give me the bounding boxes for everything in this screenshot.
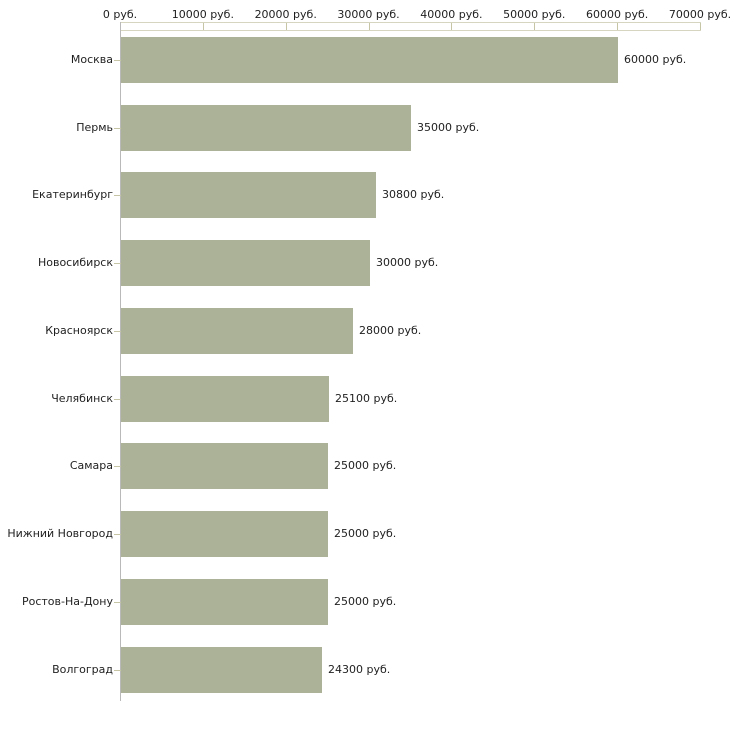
plot-top-border	[120, 30, 701, 31]
x-axis-tick	[202, 22, 204, 31]
category-label: Челябинск	[51, 391, 113, 405]
bar	[121, 443, 328, 490]
value-label: 28000 руб.	[359, 323, 422, 337]
x-axis-tick	[451, 22, 453, 31]
bar	[121, 172, 376, 219]
x-axis-tick	[368, 22, 370, 31]
value-label: 25000 руб.	[334, 527, 397, 541]
value-label: 25000 руб.	[334, 594, 397, 608]
category-tick	[114, 330, 122, 332]
category-tick	[114, 534, 122, 536]
value-label: 60000 руб.	[624, 53, 687, 66]
category-label: Пермь	[76, 120, 113, 134]
value-label: 25100 руб.	[335, 391, 398, 405]
x-axis-tick	[285, 22, 287, 31]
category-label: Нижний Новгород	[7, 527, 113, 541]
value-label: 24300 руб.	[328, 662, 391, 676]
bar	[121, 37, 618, 83]
x-axis-tick-label: 0 руб.	[102, 8, 138, 21]
x-axis-tick-label: 10000 руб.	[171, 8, 234, 21]
value-label: 30800 руб.	[382, 188, 445, 202]
category-tick	[114, 195, 122, 197]
category-label: Волгоград	[52, 662, 113, 676]
category-label: Екатеринбург	[32, 188, 113, 202]
bar	[121, 104, 411, 151]
category-label: Новосибирск	[37, 256, 113, 270]
x-axis-tick-label: 50000 руб.	[503, 8, 566, 21]
value-label: 35000 руб.	[417, 120, 480, 134]
category-tick	[114, 466, 122, 468]
bar	[121, 240, 370, 287]
category-label: Самара	[69, 459, 113, 473]
category-label: Москва	[70, 53, 113, 66]
y-axis-line	[120, 22, 121, 701]
x-axis-tick-label: 60000 руб.	[586, 8, 649, 21]
x-axis-tick-label: 30000 руб.	[337, 8, 400, 21]
category-tick	[114, 669, 122, 671]
category-tick	[114, 127, 122, 129]
bar	[121, 646, 322, 693]
category-tick	[114, 60, 122, 61]
value-label: 25000 руб.	[334, 459, 397, 473]
bar	[121, 511, 328, 558]
category-tick	[114, 263, 122, 265]
value-label: 30000 руб.	[376, 256, 439, 270]
x-axis-tick-label: 20000 руб.	[254, 8, 317, 21]
category-tick	[114, 398, 122, 400]
category-label: Красноярск	[45, 323, 113, 337]
bar	[121, 307, 353, 354]
bar	[121, 578, 328, 625]
category-tick	[114, 601, 122, 603]
x-axis-tick	[700, 22, 701, 31]
x-axis-line	[120, 22, 701, 23]
x-axis-tick-label: 40000 руб.	[420, 8, 483, 21]
x-axis-tick-label: 70000 руб.	[668, 8, 730, 21]
x-axis-tick	[617, 22, 619, 31]
x-axis-tick	[534, 22, 536, 31]
bar	[121, 375, 329, 422]
category-label: Ростов-На-Дону	[21, 594, 113, 608]
